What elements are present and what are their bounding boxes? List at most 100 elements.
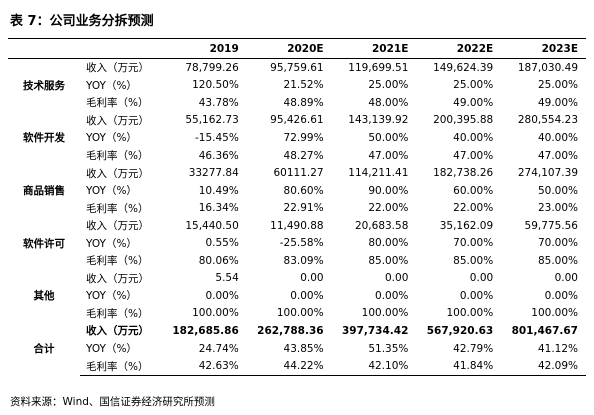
table-row: YOY（%） -15.45% 72.99% 50.00% 40.00% 40.00% bbox=[8, 129, 586, 147]
table-row: 合计 收入（万元） 182,685.86 262,788.36 397,734.42 56… bbox=[8, 322, 586, 355]
cell-value: 120.50% bbox=[192, 79, 239, 92]
cell-value: 85.00% bbox=[453, 254, 494, 267]
cell-value: 25.00% bbox=[537, 79, 578, 92]
cell-value: 397,734.42 bbox=[341, 324, 409, 337]
cell-value: 100.00% bbox=[361, 307, 409, 320]
cell-value: 41.12% bbox=[537, 342, 578, 355]
cell-value: 182,685.86 bbox=[172, 324, 239, 337]
metric-label: YOY（%） bbox=[86, 290, 137, 303]
cell-value: 50.00% bbox=[368, 131, 409, 144]
cell-value: 83.09% bbox=[283, 254, 324, 267]
column-header: 2022E bbox=[416, 38, 502, 59]
cell-value: 16.34% bbox=[198, 202, 239, 215]
cell-value: -15.45% bbox=[194, 131, 239, 144]
column-header: 2019 bbox=[162, 38, 247, 59]
metric-label: 毛利率（%） bbox=[80, 357, 162, 376]
cell-value: 280,554.23 bbox=[517, 114, 578, 127]
table-row: 毛利率（%） 46.36% 48.27% 47.00% 47.00% 47.00% bbox=[8, 147, 586, 165]
cell-value: 85.00% bbox=[537, 254, 578, 267]
source-note: 资料来源：Wind、国信证券经济研究所预测 bbox=[10, 396, 215, 408]
group-label: 软件许可 bbox=[23, 237, 65, 250]
cell-value: 0.00 bbox=[300, 272, 324, 285]
cell-value: 143,139.92 bbox=[348, 114, 409, 127]
table-row: YOY（%） 120.50% 21.52% 25.00% 25.00% 25.00% bbox=[8, 77, 586, 95]
cell-value: 85.00% bbox=[368, 254, 409, 267]
cell-value: 0.00 bbox=[554, 272, 578, 285]
cell-value: 59,775.56 bbox=[524, 219, 578, 232]
table-title: 表 7：公司业务分拆预测 bbox=[10, 14, 154, 29]
cell-value: 72.99% bbox=[283, 131, 324, 144]
table-row: 毛利率（%） 80.06% 83.09% 85.00% 85.00% 85.00% bbox=[8, 252, 586, 270]
cell-value: 262,788.36 bbox=[257, 324, 324, 337]
cell-value: 0.00 bbox=[469, 272, 494, 285]
cell-value: 25.00% bbox=[368, 79, 409, 92]
cell-value: 21.52% bbox=[283, 79, 324, 92]
cell-value: 114,211.41 bbox=[348, 167, 409, 180]
cell-value: 22.00% bbox=[453, 202, 494, 215]
cell-value: -25.58% bbox=[279, 237, 324, 250]
cell-value: 40.00% bbox=[453, 131, 494, 144]
table-row: 毛利率（%） 16.34% 22.91% 22.00% 22.00% 23.00% bbox=[8, 199, 586, 217]
cell-value: 48.27% bbox=[283, 149, 324, 162]
cell-value: 46.36% bbox=[198, 149, 239, 162]
metric-label: YOY（%） bbox=[86, 79, 137, 92]
cell-value: 80.60% bbox=[283, 184, 324, 197]
metric-label: 收入（万元） bbox=[86, 167, 149, 180]
cell-value: 43.78% bbox=[198, 96, 239, 109]
cell-value: 42.79% bbox=[453, 342, 494, 355]
group-label: 技术服务 bbox=[23, 79, 65, 92]
cell-value: 43.85% bbox=[283, 342, 324, 355]
column-header: 2020E bbox=[246, 38, 332, 59]
cell-value: 80.00% bbox=[368, 237, 409, 250]
metric-label: 收入（万元） bbox=[86, 272, 149, 285]
cell-value: 40.00% bbox=[537, 131, 578, 144]
cell-value: 44.22% bbox=[246, 357, 332, 376]
cell-value: 187,030.49 bbox=[517, 61, 578, 74]
group-label: 软件开发 bbox=[23, 132, 65, 145]
cell-value: 42.10% bbox=[331, 357, 417, 376]
cell-value: 182,738.26 bbox=[433, 167, 494, 180]
cell-value: 48.89% bbox=[283, 96, 324, 109]
cell-value: 274,107.39 bbox=[517, 167, 578, 180]
cell-value: 41.84% bbox=[416, 357, 502, 376]
table-row: 毛利率（%） 43.78% 48.89% 48.00% 49.00% 49.00% bbox=[8, 94, 586, 112]
metric-label: 收入（万元） bbox=[86, 220, 149, 233]
metric-label: YOY（%） bbox=[86, 132, 137, 145]
cell-value: 25.00% bbox=[453, 79, 494, 92]
cell-value: 49.00% bbox=[537, 96, 578, 109]
cell-value: 801,467.67 bbox=[511, 324, 578, 337]
cell-value: 33277.84 bbox=[188, 167, 239, 180]
metric-label: 收入（万元） bbox=[86, 114, 149, 127]
cell-value: 11,490.88 bbox=[270, 219, 324, 232]
cell-value: 100.00% bbox=[446, 307, 494, 320]
cell-value: 60111.27 bbox=[273, 167, 324, 180]
cell-value: 100.00% bbox=[531, 307, 578, 320]
group-label: 商品销售 bbox=[23, 185, 65, 198]
cell-value: 0.00% bbox=[459, 289, 494, 302]
cell-value: 48.00% bbox=[368, 96, 409, 109]
column-header: 2023E bbox=[501, 38, 586, 59]
table-row: YOY（%） 24.74% 43.85% 51.35% 42.79% 41.12% bbox=[8, 340, 586, 358]
cell-value: 10.49% bbox=[198, 184, 239, 197]
cell-value: 22.00% bbox=[368, 202, 409, 215]
metric-label: 收入（万元） bbox=[86, 325, 149, 338]
cell-value: 80.06% bbox=[198, 254, 239, 267]
cell-value: 100.00% bbox=[276, 307, 324, 320]
group-label: 合计 bbox=[33, 343, 55, 356]
metric-label: 毛利率（%） bbox=[86, 202, 149, 215]
forecast-table: 2019 2020E 2021E 2022E 2023E 技术服务收入（万元） 78,79… bbox=[8, 38, 586, 376]
table-row: 商品销售 收入（万元） 33277.84 60111.27 114,211.41 182,… bbox=[8, 164, 586, 197]
table-row: YOY（%） 0.55% -25.58% 80.00% 70.00% 70.00% bbox=[8, 234, 586, 252]
cell-value: 42.63% bbox=[162, 357, 247, 376]
cell-value: 100.00% bbox=[192, 307, 239, 320]
cell-value: 60.00% bbox=[453, 184, 494, 197]
cell-value: 95,759.61 bbox=[270, 61, 324, 74]
column-header: 2021E bbox=[331, 38, 417, 59]
cell-value: 78,799.26 bbox=[185, 61, 239, 74]
metric-label: 毛利率（%） bbox=[86, 307, 149, 320]
cell-value: 15,440.50 bbox=[185, 219, 239, 232]
cell-value: 0.00% bbox=[544, 289, 578, 302]
table-row: 毛利率（%） 42.63% 44.22% 42.10% 41.84% 42.09% bbox=[8, 357, 586, 376]
metric-label: 毛利率（%） bbox=[86, 97, 149, 110]
